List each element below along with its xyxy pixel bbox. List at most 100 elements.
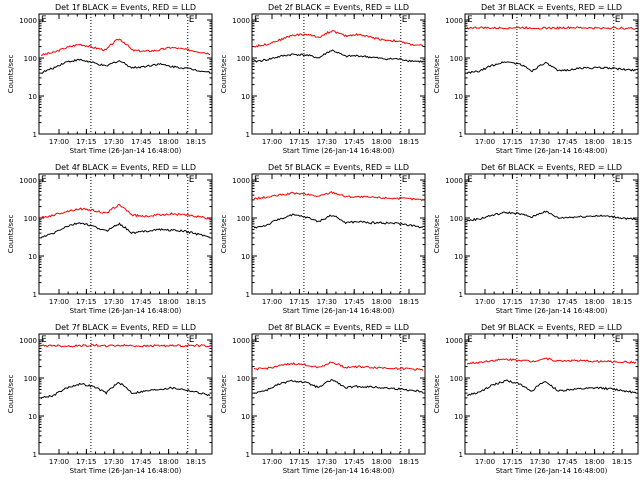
- plot-frame: [464, 13, 639, 135]
- event-marker-label: E: [189, 335, 195, 345]
- series-line: [466, 210, 637, 222]
- plot-frame: [38, 173, 213, 295]
- series-line: [466, 357, 637, 365]
- x-tick-label: 17:15: [502, 138, 522, 146]
- x-tick-label: 17:00: [262, 298, 282, 306]
- event-marker-label: E: [254, 175, 260, 185]
- x-tick-label: 17:45: [557, 458, 577, 466]
- y-tick-label: 100: [237, 375, 250, 383]
- event-marker-label: E: [189, 175, 195, 185]
- panel-7: Det 7f BLACK = Events, RED = LLD 1 10 100 10…: [7, 323, 213, 475]
- x-tick-label: 18:00: [585, 138, 605, 146]
- x-axis-label: Start Time (26-Jan-14 16:48:00): [70, 307, 182, 315]
- y-tick-label: 100: [24, 375, 37, 383]
- x-tick-label: 18:00: [159, 298, 179, 306]
- panel-title: Det 6f BLACK = Events, RED = LLD: [481, 163, 622, 172]
- event-marker-label: E: [402, 335, 408, 345]
- y-tick-label: 10: [241, 413, 250, 421]
- x-tick-label: 17:30: [530, 298, 550, 306]
- x-tick-label: 18:00: [372, 458, 392, 466]
- y-axis-label: Counts/sec: [433, 55, 441, 94]
- panel-5: Det 5f BLACK = Events, RED = LLD 1 10 100 10…: [220, 163, 426, 315]
- series-line: [40, 381, 211, 400]
- x-tick-label: 17:30: [317, 458, 337, 466]
- x-tick-label: 17:30: [104, 138, 124, 146]
- x-tick-label: 17:30: [104, 298, 124, 306]
- x-tick-label: 18:15: [186, 138, 206, 146]
- y-tick-label: 1: [246, 131, 250, 139]
- y-tick-label: 100: [450, 375, 463, 383]
- y-tick-label: 10: [28, 413, 37, 421]
- series-line: [40, 203, 211, 220]
- y-tick-label: 1: [246, 451, 250, 459]
- x-tick-label: 17:00: [262, 458, 282, 466]
- y-tick-label: 100: [450, 55, 463, 63]
- x-axis-label: Start Time (26-Jan-14 16:48:00): [283, 467, 395, 475]
- y-tick-label: 100: [237, 215, 250, 223]
- x-tick-label: 17:15: [289, 458, 309, 466]
- series-line: [466, 26, 637, 30]
- x-tick-label: 17:00: [475, 298, 495, 306]
- x-tick-label: 17:45: [131, 458, 151, 466]
- x-tick-label: 18:00: [372, 138, 392, 146]
- y-tick-label: 1: [459, 131, 463, 139]
- y-tick-label: 1000: [19, 17, 37, 25]
- x-tick-label: 17:00: [475, 138, 495, 146]
- plot-frame: [38, 13, 213, 135]
- x-tick-label: 18:00: [585, 298, 605, 306]
- y-tick-label: 1000: [19, 337, 37, 345]
- x-tick-label: 17:15: [502, 298, 522, 306]
- y-tick-label: 1000: [445, 177, 463, 185]
- series-line: [253, 191, 424, 202]
- x-tick-label: 17:30: [317, 138, 337, 146]
- y-tick-label: 1: [33, 451, 37, 459]
- y-tick-label: 1000: [232, 337, 250, 345]
- x-tick-label: 18:00: [159, 138, 179, 146]
- y-axis-label: Counts/sec: [433, 375, 441, 414]
- x-axis-label: Start Time (26-Jan-14 16:48:00): [496, 307, 608, 315]
- x-axis-label: Start Time (26-Jan-14 16:48:00): [496, 467, 608, 475]
- plot-frame: [251, 173, 426, 295]
- panel-title: Det 5f BLACK = Events, RED = LLD: [268, 163, 409, 172]
- event-marker-label: E: [189, 15, 195, 25]
- plot-frame: [251, 333, 426, 455]
- event-marker-label: E: [467, 335, 473, 345]
- y-axis-label: Counts/sec: [220, 55, 228, 94]
- y-tick-label: 1000: [19, 177, 37, 185]
- panel-6: Det 6f BLACK = Events, RED = LLD 1 10 100 10…: [433, 163, 639, 315]
- series-line: [253, 361, 424, 372]
- series-line: [253, 30, 424, 48]
- x-tick-label: 17:45: [131, 138, 151, 146]
- x-tick-label: 17:45: [344, 458, 364, 466]
- y-axis-label: Counts/sec: [433, 215, 441, 254]
- x-axis-label: Start Time (26-Jan-14 16:48:00): [496, 147, 608, 155]
- event-marker-label: E: [615, 335, 621, 345]
- series-line: [253, 213, 423, 229]
- x-tick-label: 17:45: [557, 298, 577, 306]
- y-tick-label: 100: [237, 55, 250, 63]
- x-tick-label: 17:45: [344, 138, 364, 146]
- x-tick-label: 17:00: [262, 138, 282, 146]
- panel-9: Det 9f BLACK = Events, RED = LLD 1 10 100 10…: [433, 323, 639, 475]
- y-tick-label: 1: [459, 291, 463, 299]
- series-line: [41, 38, 211, 56]
- y-tick-label: 1000: [445, 337, 463, 345]
- y-axis-label: Counts/sec: [7, 375, 15, 414]
- x-tick-label: 17:15: [76, 138, 96, 146]
- series-line: [467, 379, 637, 396]
- series-line: [40, 58, 211, 75]
- y-tick-label: 1000: [445, 17, 463, 25]
- x-tick-label: 17:45: [344, 298, 364, 306]
- series-line: [253, 379, 424, 395]
- x-tick-label: 17:00: [49, 458, 69, 466]
- y-tick-label: 10: [454, 413, 463, 421]
- x-tick-label: 17:15: [502, 458, 522, 466]
- event-marker-label: E: [615, 175, 621, 185]
- x-axis-label: Start Time (26-Jan-14 16:48:00): [70, 147, 182, 155]
- panel-title: Det 8f BLACK = Events, RED = LLD: [268, 323, 409, 332]
- y-tick-label: 10: [454, 253, 463, 261]
- event-marker-label: E: [41, 335, 47, 345]
- plot-frame: [251, 13, 426, 135]
- event-marker-label: E: [254, 335, 260, 345]
